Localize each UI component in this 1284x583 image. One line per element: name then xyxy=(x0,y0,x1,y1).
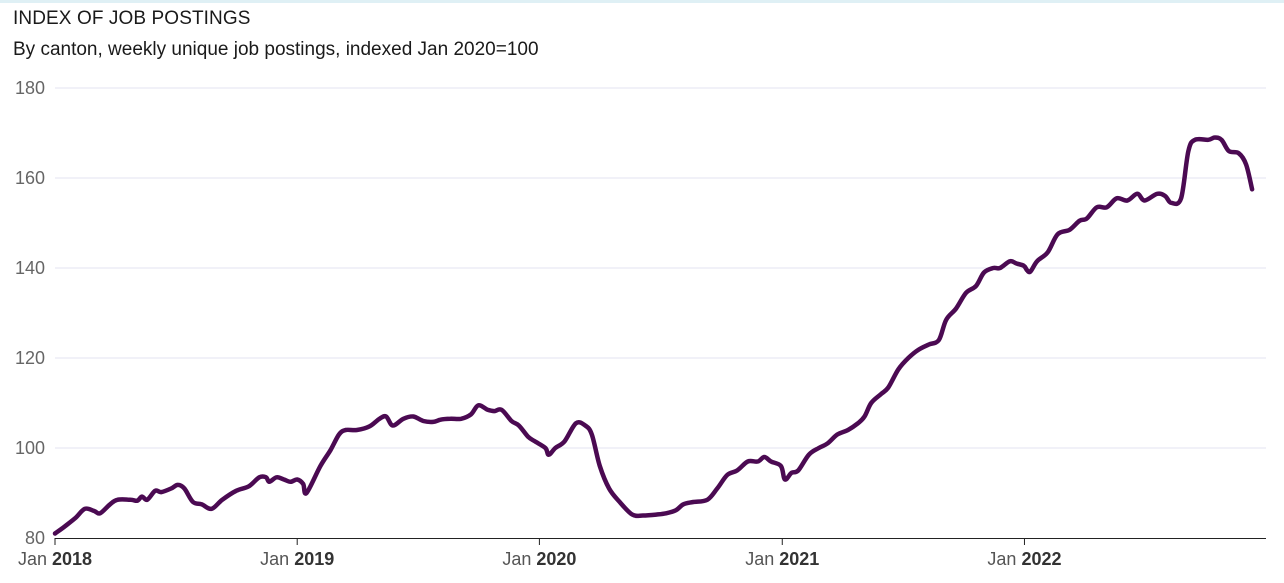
chart-subtitle: By canton, weekly unique job postings, i… xyxy=(13,39,539,60)
y-axis-ticks: 80 100 120 140 160 180 xyxy=(15,78,45,548)
y-tick-label: 80 xyxy=(25,528,45,548)
top-rule xyxy=(0,0,1284,3)
y-tick-label: 120 xyxy=(15,348,45,368)
series-line xyxy=(52,135,1255,536)
series-group xyxy=(52,135,1255,536)
y-tick-label: 180 xyxy=(15,78,45,98)
x-tick-label: Jan 2019 xyxy=(260,549,334,569)
chart-title: INDEX OF JOB POSTINGS xyxy=(13,8,251,29)
y-tick-label: 100 xyxy=(15,438,45,458)
x-tick-label: Jan 2020 xyxy=(502,549,576,569)
y-tick-label: 160 xyxy=(15,168,45,188)
x-tick-label: Jan 2018 xyxy=(18,549,92,569)
gridlines xyxy=(55,87,1266,449)
y-tick-label: 140 xyxy=(15,258,45,278)
x-tick-label: Jan 2022 xyxy=(987,549,1061,569)
x-tick-label: Jan 2021 xyxy=(745,549,819,569)
x-axis: Jan 2018 Jan 2019 Jan 2020 Jan 2021 Jan 2022 xyxy=(18,538,1266,569)
